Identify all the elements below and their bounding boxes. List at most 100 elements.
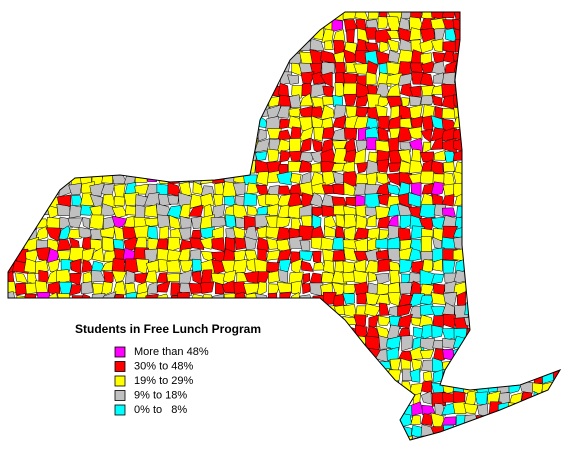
district <box>442 259 456 274</box>
district <box>386 38 400 53</box>
district <box>324 40 334 50</box>
district <box>276 138 291 154</box>
district <box>343 214 358 229</box>
district <box>376 294 390 306</box>
district <box>399 117 413 131</box>
district <box>135 204 146 219</box>
district <box>199 236 215 250</box>
district <box>331 196 347 207</box>
district <box>401 97 410 108</box>
district <box>397 303 413 317</box>
district <box>409 346 424 360</box>
district <box>179 181 192 197</box>
district <box>419 349 435 359</box>
district <box>254 151 268 161</box>
district <box>144 217 159 227</box>
district <box>324 225 336 238</box>
district <box>379 229 390 242</box>
district <box>375 238 389 249</box>
district <box>420 283 435 295</box>
district <box>410 62 424 73</box>
district <box>331 163 345 172</box>
district <box>433 150 446 161</box>
district <box>441 12 457 19</box>
district <box>124 258 139 275</box>
district <box>452 401 467 415</box>
district <box>279 150 292 163</box>
district <box>266 250 280 261</box>
district <box>409 368 421 383</box>
district <box>442 337 457 350</box>
legend-swatch <box>114 390 126 401</box>
district <box>256 281 267 297</box>
district <box>333 204 346 216</box>
district <box>409 85 422 98</box>
district <box>367 271 377 283</box>
district <box>378 40 389 54</box>
district <box>353 314 367 329</box>
district <box>364 259 379 274</box>
district <box>267 283 281 296</box>
district <box>300 260 314 272</box>
district <box>389 269 401 284</box>
district <box>246 182 259 195</box>
district <box>287 74 299 85</box>
district <box>409 95 422 107</box>
district <box>410 415 421 425</box>
district <box>299 239 311 252</box>
district <box>291 280 302 294</box>
district <box>111 206 128 219</box>
legend-swatch <box>114 361 126 372</box>
district <box>224 236 236 252</box>
district <box>276 216 291 230</box>
district <box>89 193 104 207</box>
district <box>343 205 357 217</box>
district <box>420 236 432 253</box>
district <box>267 148 280 163</box>
district <box>419 269 435 285</box>
district <box>442 40 457 53</box>
district <box>144 204 159 218</box>
district <box>377 315 392 326</box>
district <box>299 137 312 153</box>
district <box>343 93 358 107</box>
district <box>387 137 399 153</box>
district <box>423 370 433 384</box>
district <box>291 85 304 99</box>
district <box>322 170 335 187</box>
district <box>288 94 302 109</box>
district <box>243 192 258 206</box>
district <box>277 94 292 109</box>
state-outline <box>7 11 562 441</box>
district <box>355 305 368 318</box>
district <box>60 258 73 272</box>
district <box>244 236 257 251</box>
district <box>397 227 412 241</box>
district <box>365 71 377 86</box>
district <box>102 236 115 253</box>
district <box>398 104 413 120</box>
district <box>277 269 289 284</box>
district <box>145 259 161 274</box>
district <box>232 203 248 220</box>
district <box>408 172 424 184</box>
district <box>463 403 479 415</box>
district <box>377 16 390 29</box>
district <box>210 217 227 228</box>
district <box>441 107 458 119</box>
district <box>200 269 213 285</box>
district <box>257 271 271 284</box>
district <box>159 225 169 242</box>
district <box>122 226 138 240</box>
district <box>255 171 269 186</box>
district <box>421 259 433 274</box>
district <box>345 62 357 73</box>
district <box>375 272 390 286</box>
district <box>276 282 293 293</box>
district <box>332 249 346 262</box>
district <box>113 183 126 198</box>
district <box>378 302 390 316</box>
district <box>167 195 180 205</box>
district <box>378 115 390 130</box>
district <box>386 83 401 97</box>
